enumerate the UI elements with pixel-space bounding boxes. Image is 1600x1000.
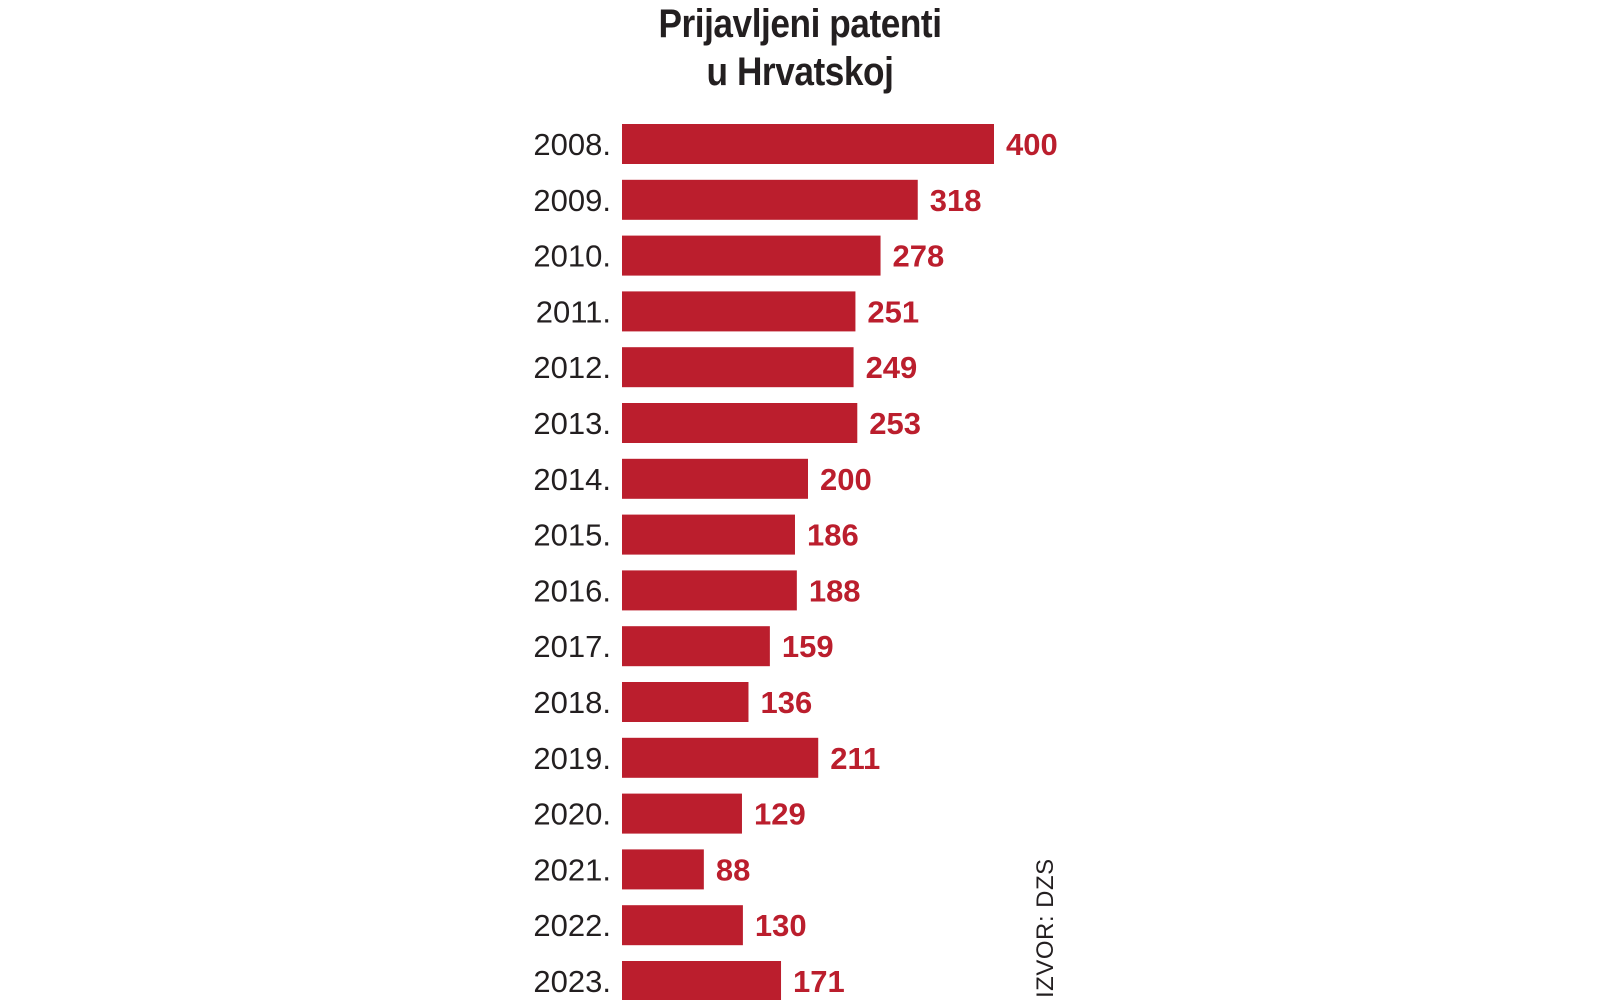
year-label: 2009. bbox=[533, 183, 611, 218]
value-label: 200 bbox=[820, 462, 872, 497]
year-label: 2019. bbox=[533, 741, 611, 776]
year-label: 2023. bbox=[533, 964, 611, 999]
bar bbox=[622, 124, 994, 164]
value-label: 130 bbox=[755, 908, 807, 943]
value-label: 88 bbox=[716, 852, 750, 887]
value-label: 159 bbox=[782, 629, 834, 664]
bar bbox=[622, 793, 742, 834]
bar bbox=[622, 514, 795, 555]
value-label: 171 bbox=[793, 964, 845, 999]
chart-title-line-1: Prijavljeni patenti bbox=[658, 2, 942, 46]
year-label: 2020. bbox=[533, 797, 611, 832]
year-label: 2008. bbox=[533, 127, 611, 162]
chart-title: Prijavljeni patenti u Hrvatskoj bbox=[536, 0, 1064, 96]
bar bbox=[622, 347, 854, 388]
bar bbox=[622, 682, 749, 722]
bar bbox=[622, 458, 808, 499]
bar bbox=[622, 403, 858, 443]
year-label: 2017. bbox=[533, 629, 611, 664]
year-label: 2022. bbox=[533, 908, 611, 943]
value-label: 318 bbox=[930, 183, 982, 218]
value-label: 186 bbox=[807, 518, 859, 553]
value-label: 188 bbox=[809, 573, 861, 608]
year-label: 2010. bbox=[533, 239, 611, 274]
year-label: 2016. bbox=[533, 573, 611, 608]
value-label: 129 bbox=[754, 797, 806, 832]
value-label: 211 bbox=[830, 741, 880, 776]
value-label: 400 bbox=[1006, 127, 1058, 162]
bar bbox=[622, 235, 881, 276]
year-label: 2021. bbox=[533, 852, 611, 887]
year-label: 2018. bbox=[533, 685, 611, 720]
year-label: 2014. bbox=[533, 462, 611, 497]
bar bbox=[622, 626, 770, 667]
year-label: 2011. bbox=[536, 294, 611, 329]
bar bbox=[622, 179, 918, 220]
bar bbox=[622, 849, 704, 890]
source-note: IZVOR: DZS bbox=[1032, 858, 1059, 998]
year-label: 2015. bbox=[533, 518, 611, 553]
value-label: 278 bbox=[893, 239, 945, 274]
bar bbox=[622, 905, 743, 946]
value-label: 136 bbox=[760, 685, 812, 720]
bar bbox=[622, 737, 819, 778]
year-label: 2013. bbox=[533, 406, 611, 441]
value-label: 253 bbox=[869, 406, 921, 441]
bar bbox=[622, 570, 797, 611]
bar bbox=[622, 291, 856, 332]
bar bbox=[622, 961, 782, 1000]
value-label: 251 bbox=[867, 294, 919, 329]
year-label: 2012. bbox=[533, 350, 611, 385]
value-label: 249 bbox=[866, 350, 918, 385]
chart-title-line-2: u Hrvatskoj bbox=[706, 50, 894, 94]
